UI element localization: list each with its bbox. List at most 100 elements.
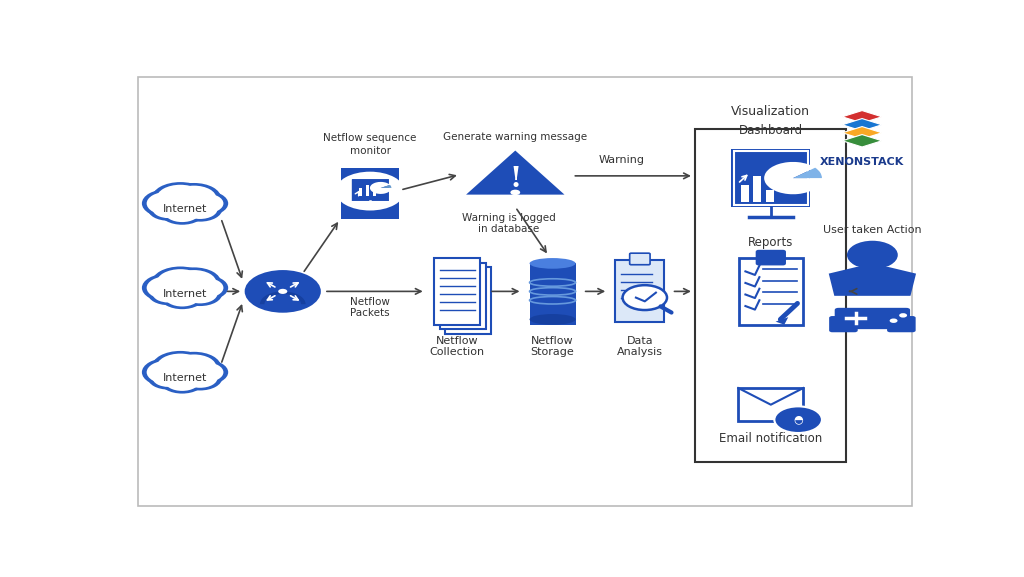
- Circle shape: [188, 362, 223, 382]
- Text: Visualization: Visualization: [731, 105, 810, 118]
- FancyBboxPatch shape: [695, 129, 846, 462]
- Circle shape: [182, 200, 217, 219]
- Circle shape: [167, 352, 221, 382]
- FancyArrowPatch shape: [327, 288, 421, 294]
- Circle shape: [623, 285, 667, 310]
- Circle shape: [142, 358, 193, 387]
- FancyBboxPatch shape: [738, 388, 804, 421]
- Circle shape: [510, 190, 520, 195]
- FancyBboxPatch shape: [731, 149, 811, 207]
- FancyArrowPatch shape: [675, 288, 689, 294]
- FancyBboxPatch shape: [829, 316, 858, 332]
- Circle shape: [160, 200, 205, 225]
- Circle shape: [152, 351, 209, 383]
- Polygon shape: [842, 134, 882, 147]
- FancyBboxPatch shape: [757, 250, 785, 265]
- Text: Internet: Internet: [163, 204, 207, 214]
- FancyArrowPatch shape: [222, 306, 243, 362]
- Text: Netflow
Storage: Netflow Storage: [530, 336, 574, 357]
- Text: Generate warning message: Generate warning message: [443, 132, 588, 142]
- Circle shape: [147, 282, 189, 305]
- FancyArrowPatch shape: [850, 288, 857, 294]
- Circle shape: [183, 191, 228, 216]
- Circle shape: [847, 241, 898, 269]
- Circle shape: [183, 275, 228, 300]
- Circle shape: [157, 269, 204, 296]
- Circle shape: [146, 361, 188, 384]
- Circle shape: [165, 372, 200, 391]
- Text: Warning: Warning: [598, 155, 644, 165]
- Wedge shape: [381, 185, 391, 188]
- Ellipse shape: [529, 258, 575, 269]
- Text: Warning is logged
in database: Warning is logged in database: [462, 213, 556, 234]
- Polygon shape: [828, 267, 916, 296]
- Wedge shape: [793, 168, 822, 178]
- Circle shape: [182, 368, 217, 388]
- FancyBboxPatch shape: [445, 267, 492, 334]
- FancyArrowPatch shape: [492, 288, 518, 294]
- Circle shape: [279, 289, 288, 294]
- Circle shape: [182, 284, 217, 304]
- Circle shape: [165, 203, 200, 222]
- FancyBboxPatch shape: [373, 190, 377, 196]
- Text: !: !: [509, 166, 521, 193]
- FancyArrowPatch shape: [517, 209, 546, 252]
- FancyArrowPatch shape: [222, 220, 243, 277]
- Circle shape: [245, 270, 321, 313]
- FancyArrowPatch shape: [402, 174, 456, 189]
- Circle shape: [336, 172, 404, 211]
- Text: Reports: Reports: [749, 236, 794, 249]
- Circle shape: [147, 198, 189, 221]
- FancyBboxPatch shape: [137, 77, 912, 505]
- FancyArrowPatch shape: [575, 173, 689, 179]
- Circle shape: [178, 197, 222, 222]
- Polygon shape: [775, 317, 788, 325]
- Text: Internet: Internet: [163, 373, 207, 383]
- Circle shape: [890, 319, 898, 323]
- Circle shape: [188, 278, 223, 298]
- FancyBboxPatch shape: [440, 263, 486, 329]
- FancyArrowPatch shape: [227, 288, 239, 294]
- FancyBboxPatch shape: [887, 316, 915, 332]
- FancyBboxPatch shape: [434, 258, 480, 325]
- FancyBboxPatch shape: [766, 190, 774, 201]
- Circle shape: [157, 185, 204, 211]
- Wedge shape: [764, 162, 822, 194]
- Text: Netflow
Collection: Netflow Collection: [430, 336, 485, 357]
- Circle shape: [153, 284, 184, 302]
- FancyBboxPatch shape: [366, 185, 370, 196]
- Circle shape: [165, 287, 200, 306]
- FancyBboxPatch shape: [739, 258, 803, 325]
- Circle shape: [178, 366, 222, 391]
- FancyBboxPatch shape: [615, 260, 665, 323]
- Text: Internet: Internet: [163, 288, 207, 299]
- Text: User taken Action: User taken Action: [823, 224, 922, 234]
- Circle shape: [152, 182, 209, 214]
- Circle shape: [178, 281, 222, 306]
- Circle shape: [152, 267, 209, 298]
- Circle shape: [142, 189, 193, 218]
- FancyBboxPatch shape: [341, 168, 398, 219]
- Circle shape: [153, 369, 184, 387]
- Text: Data
Analysis: Data Analysis: [616, 336, 663, 357]
- Text: Email notification: Email notification: [719, 432, 822, 445]
- Text: Netflow
Packets: Netflow Packets: [350, 297, 390, 319]
- Polygon shape: [842, 111, 882, 123]
- Circle shape: [774, 406, 822, 433]
- Circle shape: [172, 270, 216, 295]
- Circle shape: [146, 192, 188, 215]
- Circle shape: [167, 183, 221, 213]
- FancyBboxPatch shape: [358, 188, 362, 196]
- FancyBboxPatch shape: [754, 175, 761, 201]
- Circle shape: [188, 194, 223, 213]
- Circle shape: [146, 276, 188, 299]
- Circle shape: [172, 186, 216, 211]
- Ellipse shape: [529, 314, 575, 325]
- Circle shape: [147, 366, 189, 389]
- Circle shape: [160, 369, 205, 394]
- Circle shape: [157, 354, 204, 380]
- Circle shape: [142, 273, 193, 302]
- FancyBboxPatch shape: [630, 253, 650, 265]
- Text: Netflow sequence
monitor: Netflow sequence monitor: [324, 133, 417, 156]
- Circle shape: [183, 360, 228, 385]
